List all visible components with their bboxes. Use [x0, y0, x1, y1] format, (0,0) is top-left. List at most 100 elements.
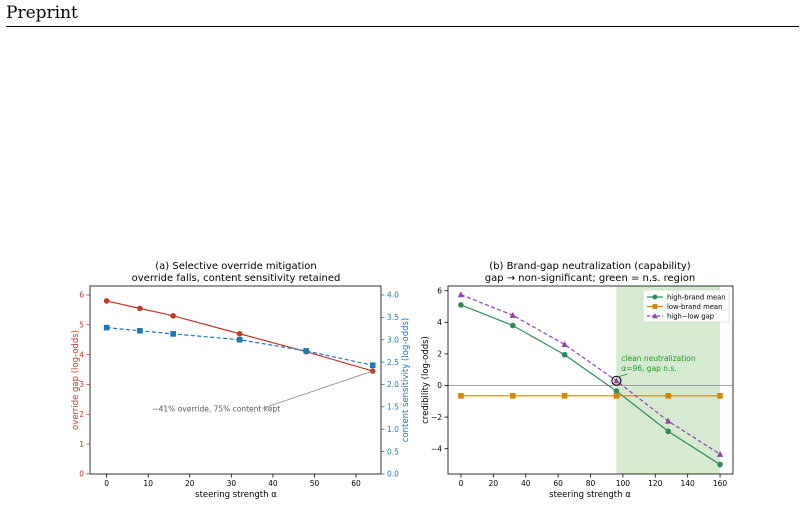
high-brand-mean-point — [717, 461, 723, 468]
high-brand-mean-point — [665, 428, 672, 435]
y-right-tick-label: 2.0 — [387, 380, 399, 389]
y-right-tick-label: 1.0 — [387, 425, 399, 434]
x-tick-label: 0 — [104, 479, 109, 488]
x-tick-label: 40 — [521, 479, 531, 488]
high-brand-mean-point — [561, 351, 568, 358]
legend-label: high−low gap — [667, 313, 714, 321]
override-gap-point — [369, 368, 376, 374]
panel-a-annotation: −41% override, 75% content kept — [152, 404, 280, 413]
x-tick-label: 30 — [227, 479, 237, 488]
panel-a-frame — [89, 285, 382, 475]
legend-label: high-brand mean — [667, 294, 726, 302]
panel-b-title: (b) Brand-gap neutralization (capability… — [489, 261, 691, 272]
high-brand-mean-point — [613, 388, 620, 394]
y-right-tick-label: 1.5 — [387, 403, 399, 412]
y-tick-label: −2 — [431, 413, 442, 422]
high-low-gap-point — [613, 377, 620, 384]
override-gap-line — [106, 300, 373, 372]
panel-b-xlabel: steering strength α — [549, 490, 631, 500]
header-rule — [6, 26, 799, 27]
x-tick-label: 10 — [143, 479, 153, 488]
neutralization-highlight-circle — [611, 375, 622, 386]
panel-b-subtitle: gap → non-significant; green = n.s. regi… — [485, 273, 695, 284]
panel-b-chart: (b) Brand-gap neutralization (capability… — [421, 261, 734, 500]
high-low-gap-point — [509, 311, 516, 318]
y-tick-label: −4 — [431, 444, 442, 453]
high-brand-mean-point — [509, 322, 516, 329]
x-tick-label: 60 — [351, 479, 361, 488]
high-brand-mean-line — [460, 304, 721, 466]
running-header: Preprint — [6, 3, 78, 23]
panel-b-ylabel: credibility (log-odds) — [421, 336, 431, 424]
override-gap-point — [170, 313, 176, 319]
x-tick-label: 20 — [489, 479, 499, 488]
panel-a-chart: (a) Selective override mitigation overri… — [71, 261, 411, 500]
x-tick-label: 50 — [310, 479, 320, 488]
y-right-tick-label: 3.0 — [387, 335, 399, 344]
x-tick-label: 80 — [586, 479, 596, 488]
legend-marker — [652, 304, 658, 309]
legend-box — [642, 289, 730, 323]
high-low-gap-point — [457, 291, 465, 298]
panel-a-ylabel-left: override gap (log-odds) — [71, 330, 81, 430]
y-tick-label: 6 — [437, 286, 442, 295]
panel-b-annotation-line2: α=96, gap n.s. — [621, 364, 676, 373]
panel-a-title: (a) Selective override mitigation — [155, 261, 317, 272]
low-brand-mean-point — [458, 392, 464, 399]
panel-b-annotation-arrow — [618, 373, 628, 378]
override-gap-point — [103, 298, 110, 304]
override-gap-point — [137, 305, 143, 312]
x-tick-label: 40 — [268, 479, 278, 488]
high-low-gap-point — [665, 417, 672, 424]
low-brand-mean-point — [613, 392, 620, 399]
panel-b-annotation-line1: clean neutralization — [621, 354, 696, 363]
panel-a-xlabel: steering strength α — [195, 490, 277, 500]
panel-a-subtitle: override falls, content sensitivity reta… — [132, 273, 341, 284]
y-left-tick-label: 1 — [79, 440, 84, 449]
y-tick-label: 2 — [437, 350, 442, 359]
y-left-tick-label: 2 — [79, 410, 84, 419]
panel-b-frame — [447, 285, 734, 475]
x-tick-label: 20 — [185, 479, 195, 488]
y-right-tick-label: 4.0 — [387, 291, 399, 300]
high-low-gap-point — [716, 450, 724, 457]
y-tick-label: 0 — [437, 381, 442, 390]
y-right-tick-label: 0.5 — [387, 447, 399, 456]
content-sensitivity-point — [303, 348, 309, 354]
y-left-tick-label: 5 — [79, 320, 84, 329]
high-brand-mean-point — [458, 302, 464, 308]
x-tick-label: 160 — [713, 479, 728, 488]
low-brand-mean-point — [561, 392, 568, 399]
legend-label: low-brand mean — [667, 303, 722, 311]
y-left-tick-label: 4 — [79, 350, 84, 359]
panel-a-annotation-arrow — [262, 370, 373, 409]
high-low-gap-point — [561, 341, 568, 348]
y-right-tick-label: 2.5 — [387, 358, 399, 367]
x-tick-label: 60 — [553, 479, 563, 488]
content-sensitivity-point — [369, 362, 376, 369]
legend-marker — [652, 313, 658, 319]
content-sensitivity-point — [170, 331, 176, 337]
content-sensitivity-point — [137, 327, 143, 334]
content-sensitivity-line — [106, 327, 373, 366]
x-tick-label: 140 — [680, 479, 695, 488]
low-brand-mean-point — [509, 392, 516, 399]
y-right-tick-label: 3.5 — [387, 313, 399, 322]
content-sensitivity-point — [103, 324, 110, 331]
low-brand-mean-point — [717, 392, 723, 399]
x-tick-label: 120 — [648, 479, 663, 488]
override-gap-point — [236, 330, 243, 337]
y-right-tick-label: 0.0 — [387, 470, 399, 479]
x-tick-label: 0 — [459, 479, 464, 488]
y-tick-label: 4 — [437, 318, 442, 327]
low-brand-mean-point — [665, 392, 672, 399]
content-sensitivity-point — [236, 336, 243, 343]
x-tick-label: 100 — [616, 479, 631, 488]
y-left-tick-label: 6 — [79, 291, 84, 300]
legend-marker — [652, 294, 658, 300]
y-left-tick-label: 0 — [79, 470, 84, 479]
high-low-gap-line — [460, 294, 721, 455]
panel-a-ylabel-right: content sensitivity (log-odds) — [401, 318, 411, 442]
